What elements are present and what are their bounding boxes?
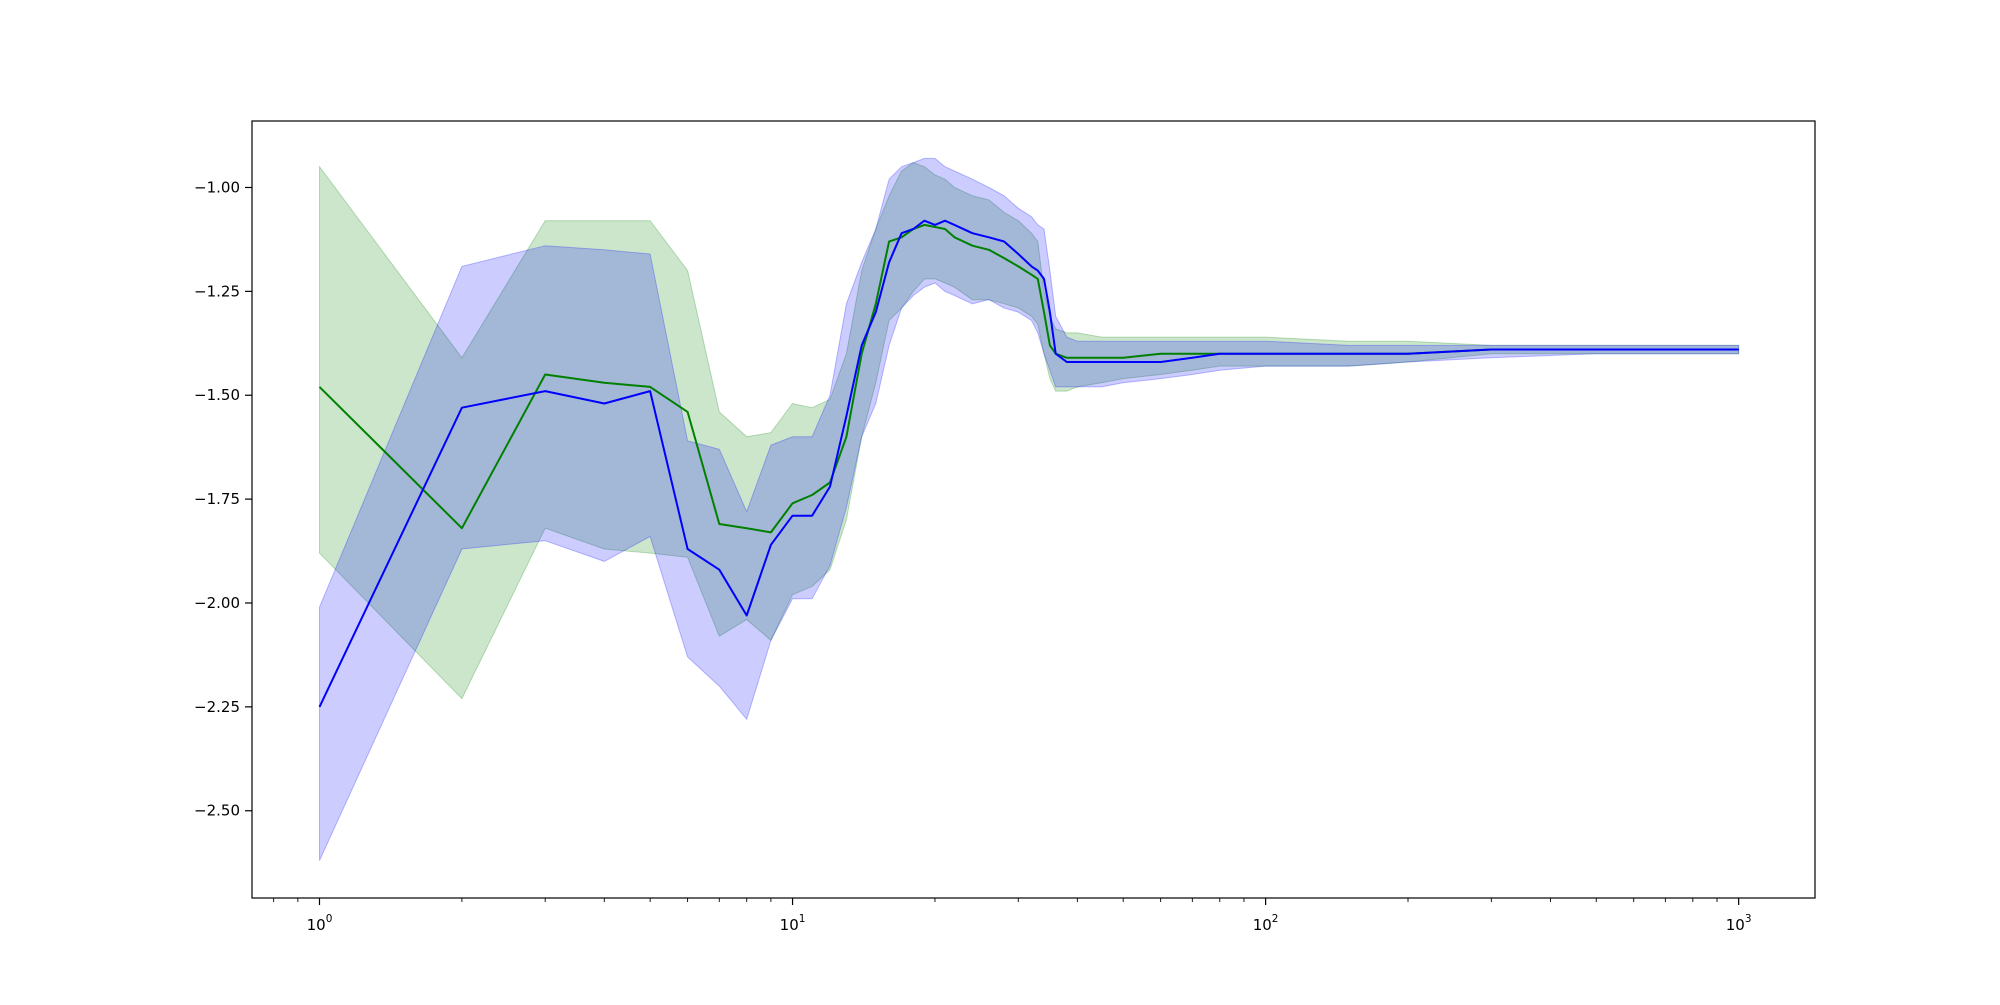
bands-layer <box>319 157 1740 861</box>
y-tick-label-3: −1.75 <box>194 490 240 508</box>
x-tick-exponent-3: 3 <box>1745 913 1752 925</box>
y-tick-label-4: −2.00 <box>194 594 240 612</box>
series-0-line <box>318 223 1739 534</box>
x-tick-exponent-2: 2 <box>1272 913 1279 925</box>
plot-frame <box>251 120 1816 899</box>
y-tick-label-5: −2.25 <box>194 698 240 716</box>
lines-layer <box>318 219 1739 708</box>
y-tick-label-2: −1.50 <box>194 386 240 404</box>
series-1-line <box>318 219 1739 708</box>
series-0-band <box>319 162 1740 700</box>
series-1-band <box>319 157 1740 861</box>
y-tick-label-6: −2.50 <box>194 802 240 820</box>
x-tick-exponent-0: 0 <box>326 913 333 925</box>
y-tick-label-1: −1.25 <box>194 282 240 300</box>
y-axis: −1.00 −1.25 −1.50 −1.75 −2.00 −2.25 −2.50 <box>194 178 252 820</box>
y-tick-label-0: −1.00 <box>194 178 240 196</box>
x-axis: 100 101 102 103 <box>273 898 1752 934</box>
x-tick-exponent-1: 1 <box>799 913 806 925</box>
